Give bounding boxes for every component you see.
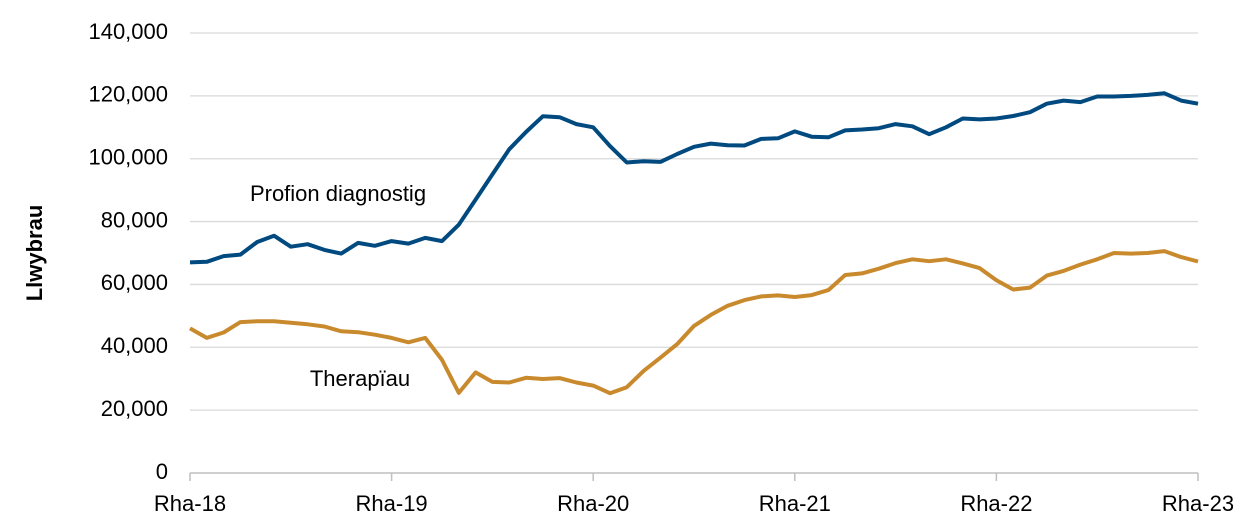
series-line — [189, 249, 1199, 396]
x-tick-label: Rha-22 — [960, 491, 1032, 516]
x-tick-label: Rha-20 — [557, 491, 629, 516]
x-tick-label: Rha-19 — [356, 491, 428, 516]
x-tick-label: Rha-18 — [154, 491, 226, 516]
series-label: Profion diagnostig — [250, 181, 426, 206]
series-line — [189, 91, 1199, 265]
y-tick-label: 80,000 — [101, 207, 168, 232]
x-tick-label: Rha-21 — [759, 491, 831, 516]
y-axis-label: Llwybrau — [22, 205, 47, 302]
y-tick-label: 40,000 — [101, 333, 168, 358]
y-tick-label: 100,000 — [88, 145, 168, 170]
series-label: Therapïau — [310, 366, 410, 391]
y-tick-label: 120,000 — [88, 82, 168, 107]
y-tick-label: 0 — [156, 459, 168, 484]
y-tick-label: 20,000 — [101, 396, 168, 421]
y-tick-label: 140,000 — [88, 19, 168, 44]
y-tick-label: 60,000 — [101, 270, 168, 295]
x-tick-label: Rha-23 — [1162, 491, 1234, 516]
